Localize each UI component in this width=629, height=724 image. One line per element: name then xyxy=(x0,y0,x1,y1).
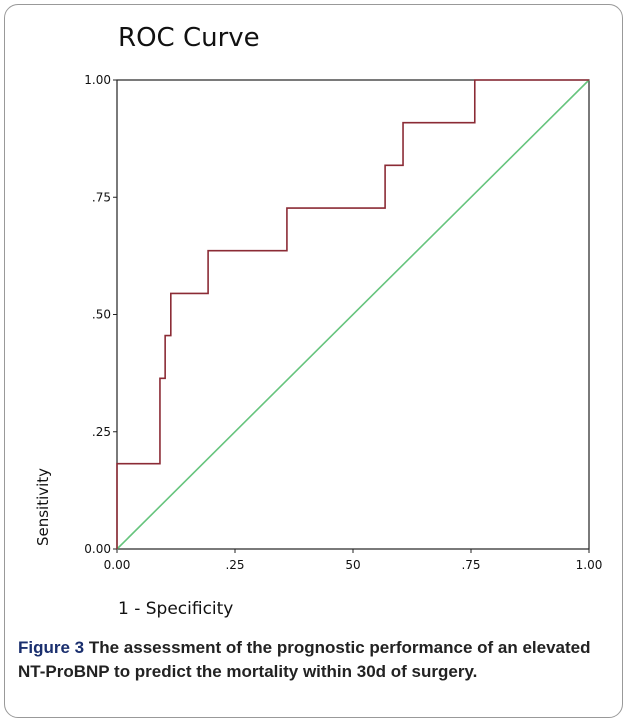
x-tick-label: .25 xyxy=(225,558,244,572)
y-tick-label: .50 xyxy=(92,308,111,322)
x-axis-label: 1 - Specificity xyxy=(118,599,233,619)
caption: Figure 3 The assessment of the prognosti… xyxy=(18,636,618,684)
x-tick-label: 50 xyxy=(345,558,360,572)
series-line xyxy=(116,79,589,549)
x-tick-label: 1.00 xyxy=(576,558,603,572)
x-tick-label: 0.00 xyxy=(104,558,131,572)
y-axis-label: Sensitivity xyxy=(34,468,52,546)
caption-text: The assessment of the prognostic perform… xyxy=(18,638,591,681)
chart-title: ROC Curve xyxy=(118,23,260,53)
x-tick-label: .75 xyxy=(461,558,480,572)
figure-frame xyxy=(4,4,623,718)
y-tick-label: 0.00 xyxy=(84,542,111,556)
series-line xyxy=(116,79,590,550)
chart: ROC Curve 1 - Specificity Sensitivity 0.… xyxy=(34,23,603,619)
caption-label: Figure 3 xyxy=(18,638,85,657)
y-tick-label: .75 xyxy=(92,190,111,204)
y-tick-label: .25 xyxy=(92,425,111,439)
y-tick-label: 1.00 xyxy=(84,73,111,87)
